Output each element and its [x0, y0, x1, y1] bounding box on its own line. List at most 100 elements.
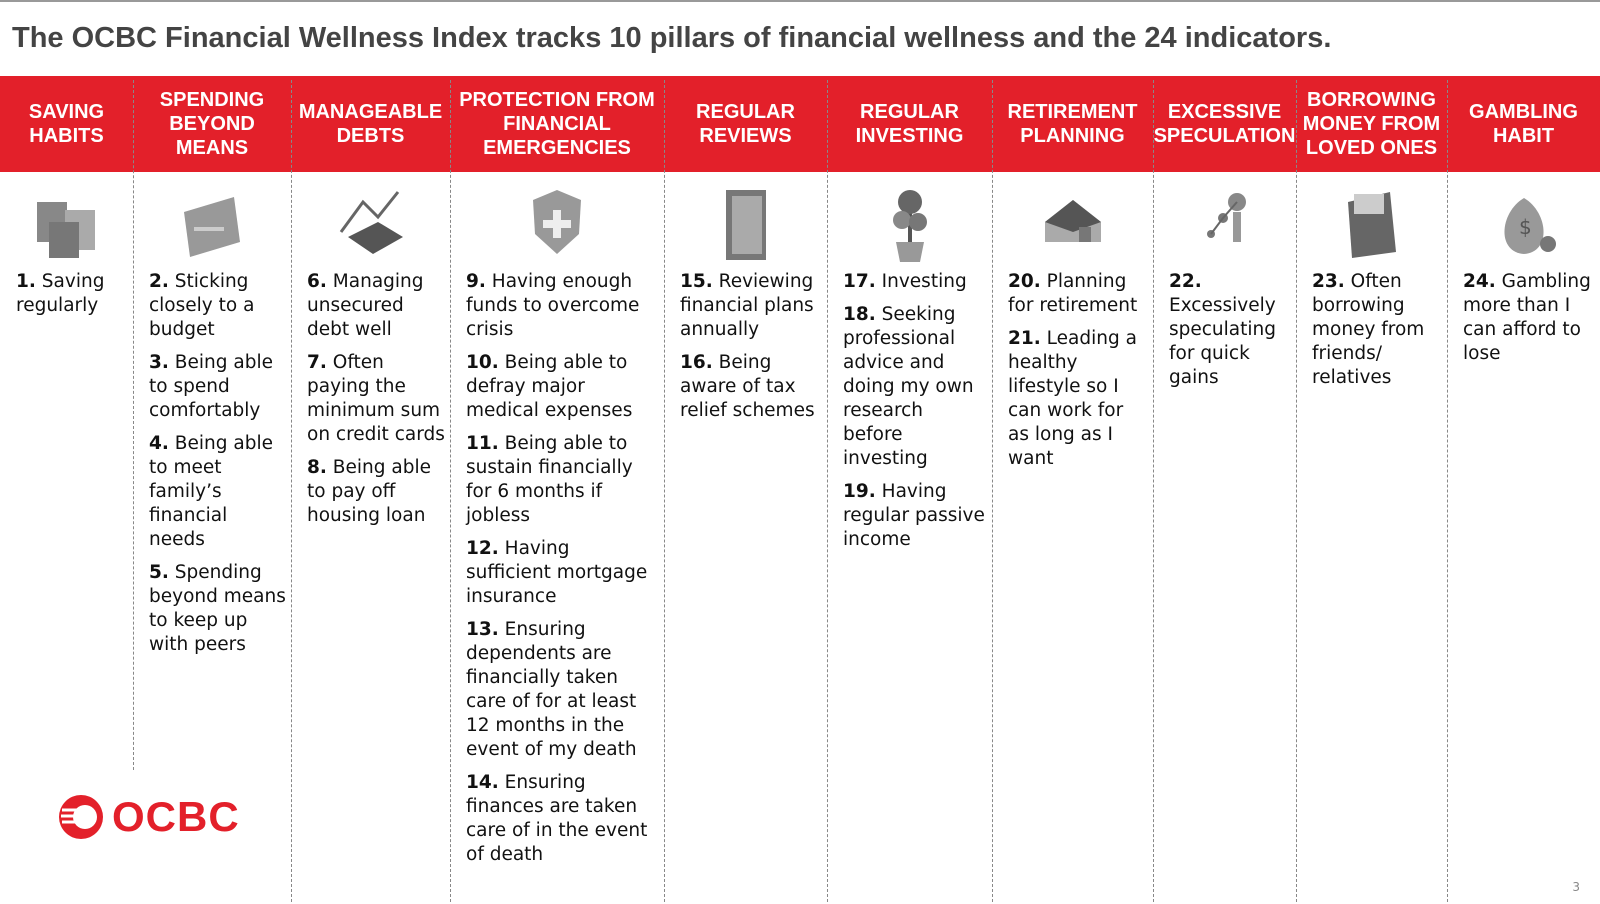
pillar-header: REGULAR REVIEWS: [696, 101, 795, 147]
indicator-number: 10.: [466, 352, 499, 373]
column-divider: [1296, 80, 1297, 902]
indicator-text: Being able to sustain financially for 6 …: [466, 433, 633, 526]
column-divider: [1447, 80, 1448, 902]
indicator: 12. Having sufficient mortgage insurance: [466, 537, 660, 609]
pillar-header: BORROWING MONEY FROM LOVED ONES: [1302, 89, 1441, 159]
indicator: 17. Investing: [843, 270, 988, 294]
icon-svg: $: [1503, 198, 1556, 254]
indicator-number: 22.: [1169, 271, 1202, 292]
pillar-icon: $: [1486, 182, 1562, 268]
logo: OCBC: [56, 792, 240, 842]
pillar-icon: [872, 182, 948, 268]
pillar-icon: [174, 182, 250, 268]
indicator-number: 11.: [466, 433, 499, 454]
indicator-text: Sticking closely to a budget: [149, 271, 255, 340]
indicator-number: 23.: [1312, 271, 1345, 292]
indicator-text: Managing unsecured debt well: [307, 271, 424, 340]
pillar-header: GAMBLING HABIT: [1469, 101, 1578, 147]
logo-text: OCBC: [112, 793, 240, 840]
indicator-text: Ensuring dependents are financially take…: [466, 619, 637, 760]
indicator: 10. Being able to defray major medical e…: [466, 351, 660, 423]
pillar-header: SAVING HABITS: [28, 101, 105, 147]
page-number: 3: [1572, 880, 1580, 894]
pillar-header: PROTECTION FROM FINANCIAL EMERGENCIES: [459, 89, 655, 159]
indicator-text: Spending beyond means to keep up with pe…: [149, 562, 286, 655]
indicator: 9. Having enough funds to overcome crisi…: [466, 270, 660, 342]
icon-svg: [339, 191, 403, 254]
indicator-list: 17. Investing 18. Seeking professional ad…: [827, 270, 992, 561]
indicator-list: 24. Gambling more than I can afford to l…: [1447, 270, 1600, 375]
indicator: 20. Planning for retirement: [1008, 270, 1149, 318]
indicator-number: 8.: [307, 457, 327, 478]
header-band: [0, 76, 1600, 172]
icon-svg: [1044, 200, 1101, 242]
indicator: 13. Ensuring dependents are financially …: [466, 618, 660, 762]
logo-mark: [59, 795, 103, 839]
indicator-number: 2.: [149, 271, 169, 292]
indicator-text: Excessively speculating for quick gains: [1169, 295, 1276, 388]
indicator: 8. Being able to pay off housing loan: [307, 456, 446, 528]
indicator-list: 9. Having enough funds to overcome crisi…: [450, 270, 664, 876]
column-divider: [664, 80, 665, 902]
pillar-icon: [1187, 182, 1263, 268]
indicator-number: 5.: [149, 562, 169, 583]
indicator: 16. Being aware of tax relief schemes: [680, 351, 823, 423]
indicator-number: 7.: [307, 352, 327, 373]
indicator-text: Reviewing financial plans annually: [680, 271, 814, 340]
indicator-list: 22. Excessively speculating for quick ga…: [1153, 270, 1296, 399]
indicator-number: 9.: [466, 271, 486, 292]
indicator: 14. Ensuring finances are taken care of …: [466, 771, 660, 867]
icon-svg: [1347, 192, 1396, 258]
indicator-number: 1.: [16, 271, 36, 292]
indicator: 4. Being able to meet family’s financial…: [149, 432, 287, 552]
pillar-header: SPENDING BEYOND MEANS: [159, 89, 265, 159]
indicator-list: 15. Reviewing financial plans annually 16…: [664, 270, 827, 432]
indicator-text: Being able to pay off housing loan: [307, 457, 431, 526]
pillar-icon: [708, 182, 784, 268]
indicator-text: Being able to defray major medical expen…: [466, 352, 633, 421]
indicator-number: 16.: [680, 352, 713, 373]
indicator-text: Being able to meet family’s financial ne…: [149, 433, 273, 550]
indicator-number: 19.: [843, 481, 876, 502]
indicator: 3. Being able to spend comfortably: [149, 351, 287, 423]
indicator-text: Having sufficient mortgage insurance: [466, 538, 648, 607]
indicator-text: Saving regularly: [16, 271, 105, 316]
pillar-header: REGULAR INVESTING: [855, 101, 964, 147]
indicator-text: Being aware of tax relief schemes: [680, 352, 815, 421]
indicator-text: Seeking professional advice and doing my…: [843, 304, 974, 469]
indicator-number: 15.: [680, 271, 713, 292]
indicator-number: 17.: [843, 271, 876, 292]
indicator: 2. Sticking closely to a budget: [149, 270, 287, 342]
indicator: 15. Reviewing financial plans annually: [680, 270, 823, 342]
indicator: 19. Having regular passive income: [843, 480, 988, 552]
indicator-list: 20. Planning for retirement 21. Leading a…: [992, 270, 1153, 480]
indicator: 23. Often borrowing money from friends/ …: [1312, 270, 1443, 390]
indicator-text: Having enough funds to overcome crisis: [466, 271, 640, 340]
indicator-number: 6.: [307, 271, 327, 292]
indicator: 11. Being able to sustain financially fo…: [466, 432, 660, 528]
indicator-text: Ensuring finances are taken care of in t…: [466, 772, 648, 865]
indicator-list: 23. Often borrowing money from friends/ …: [1296, 270, 1447, 399]
indicator: 7. Often paying the minimum sum on credi…: [307, 351, 446, 447]
indicator-number: 20.: [1008, 271, 1041, 292]
indicator-list: 6. Managing unsecured debt well 7. Often …: [291, 270, 450, 537]
indicator-list: 1. Saving regularly: [0, 270, 133, 327]
indicator-number: 18.: [843, 304, 876, 325]
indicator-number: 12.: [466, 538, 499, 559]
pillar-header: MANAGEABLE DEBTS: [298, 101, 443, 147]
indicator: 24. Gambling more than I can afford to l…: [1463, 270, 1596, 366]
indicator-text: Often paying the minimum sum on credit c…: [307, 352, 445, 445]
indicator-number: 21.: [1008, 328, 1041, 349]
indicator-text: Leading a healthy lifestyle so I can wor…: [1008, 328, 1137, 469]
icon-svg: [184, 197, 240, 257]
icon-svg: [892, 190, 927, 262]
indicator-text: Often borrowing money from friends/ rela…: [1312, 271, 1425, 388]
column-divider: [291, 80, 292, 902]
indicator-list: 2. Sticking closely to a budget 3. Being …: [133, 270, 291, 666]
indicator: 5. Spending beyond means to keep up with…: [149, 561, 287, 657]
icon-svg: [36, 202, 95, 258]
pillar-icon: [1334, 182, 1410, 268]
indicator-text: Planning for retirement: [1008, 271, 1138, 316]
icon-svg: [1206, 193, 1246, 242]
